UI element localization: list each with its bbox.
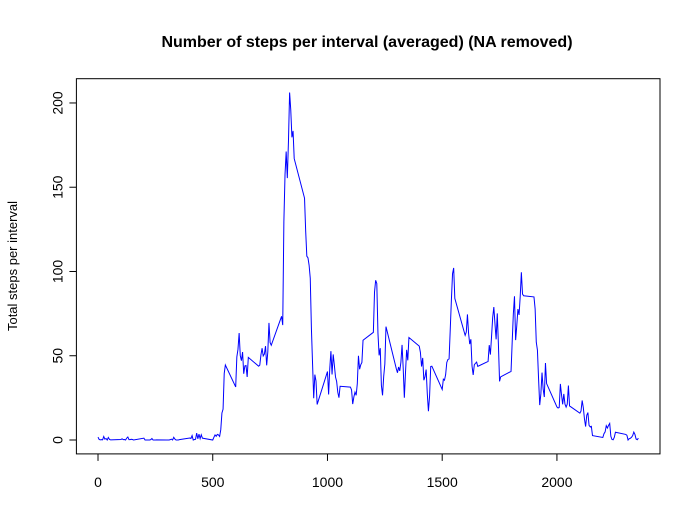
y-tick-label: 100 xyxy=(49,260,65,284)
y-tick-label: 0 xyxy=(49,436,65,444)
data-line xyxy=(97,92,639,442)
x-tick-label: 1000 xyxy=(312,474,343,490)
x-tick-label: 1500 xyxy=(427,474,458,490)
y-tick-label: 150 xyxy=(49,175,65,199)
plot-box xyxy=(75,78,661,455)
y-tick-label: 50 xyxy=(49,348,65,364)
x-tick-label: 0 xyxy=(94,474,102,490)
chart-title: Number of steps per interval (averaged) … xyxy=(161,34,572,51)
x-tick-label: 500 xyxy=(201,474,225,490)
x-tick-label: 2000 xyxy=(541,474,572,490)
y-axis-label: Total steps per interval xyxy=(5,201,20,331)
y-tick-label: 200 xyxy=(49,91,65,115)
